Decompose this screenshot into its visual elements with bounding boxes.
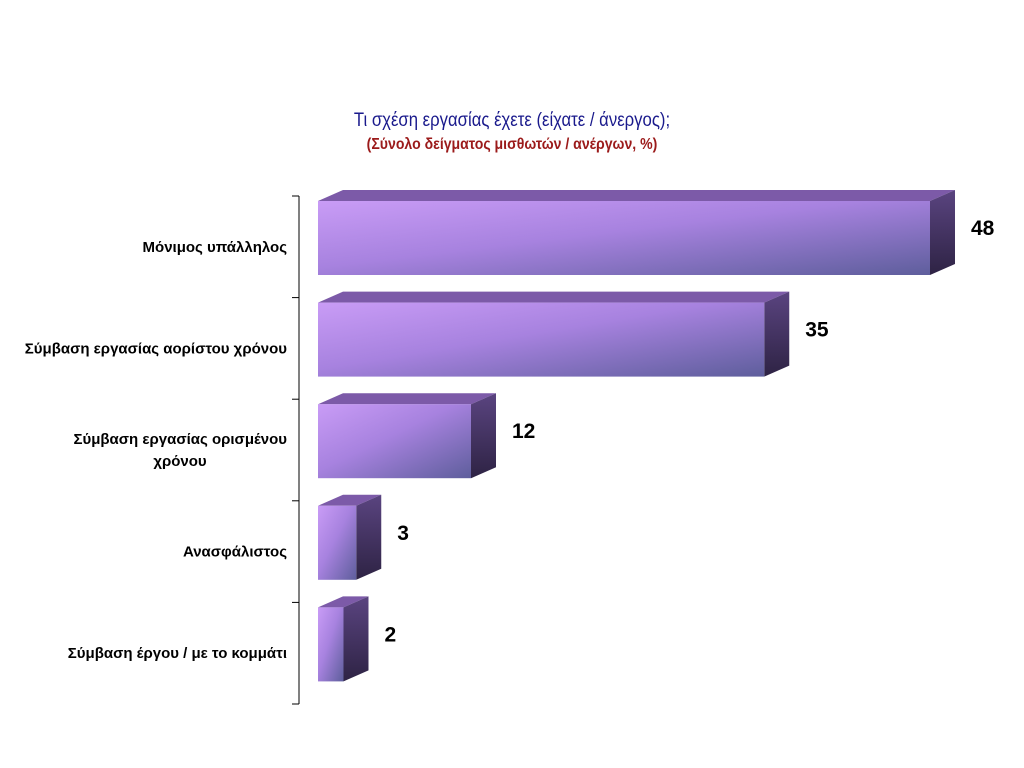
- bar-top-face: [318, 596, 369, 608]
- category-label: Σύμβαση εργασίας αορίστου χρόνου: [25, 340, 287, 357]
- category-label: Μόνιμος υπάλληλος: [143, 239, 288, 256]
- category-label: Ανασφάλιστος: [183, 544, 287, 561]
- bar: [318, 201, 930, 275]
- chart-title: Τι σχέση εργασίας έχετε (είχατε / άνεργο…: [353, 110, 671, 131]
- category-label: Σύμβαση εργασίας ορισμένου: [73, 431, 287, 448]
- bar-top-face: [318, 190, 955, 201]
- data-label: 12: [512, 420, 535, 443]
- bar-top-face: [318, 494, 382, 506]
- bar: [318, 302, 765, 377]
- bar-side-face: [356, 494, 382, 580]
- bar-side-face: [471, 393, 496, 479]
- bar-side-face: [930, 190, 955, 275]
- data-label: 35: [805, 319, 829, 342]
- bar-side-face: [764, 291, 790, 377]
- data-label: 3: [397, 522, 409, 545]
- bar-top-face: [318, 291, 790, 303]
- bar: [318, 607, 344, 682]
- category-label: Σύμβαση έργου / με το κομμάτι: [68, 645, 287, 662]
- category-label: χρόνου: [153, 453, 207, 470]
- chart-subtitle: (Σύνολο δείγματος μισθωτών / ανέργων, %): [366, 136, 658, 153]
- bar: [318, 505, 357, 580]
- bar-side-face: [343, 596, 369, 682]
- data-label: 2: [385, 623, 397, 646]
- data-label: 48: [971, 217, 995, 240]
- bar-top-face: [318, 393, 496, 405]
- bar: [318, 404, 471, 479]
